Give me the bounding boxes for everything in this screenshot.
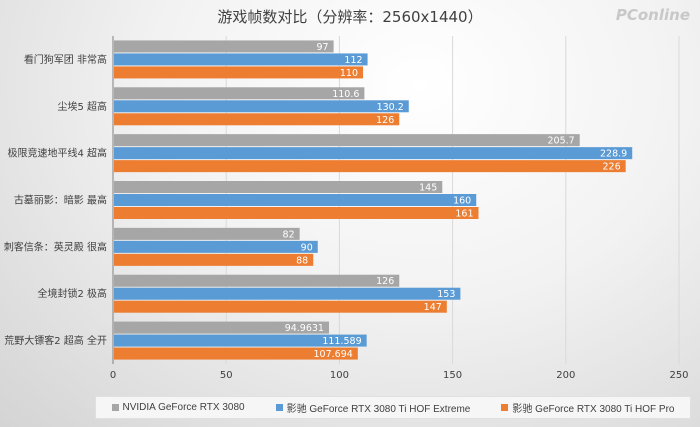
- data-label: 90: [301, 242, 313, 253]
- data-label: 88: [296, 255, 308, 266]
- bar: [114, 181, 443, 193]
- category-label: 荒野大镖客2 超高 全开: [4, 334, 107, 347]
- data-label: 228.9: [600, 149, 627, 160]
- data-label: 161: [455, 209, 473, 220]
- x-tick-label: 250: [669, 370, 688, 381]
- bar: [114, 40, 334, 53]
- data-label: 126: [376, 115, 394, 126]
- data-label: 145: [419, 183, 437, 194]
- category-label: 极限竞速地平线4 超高: [7, 147, 107, 160]
- bar: [114, 207, 479, 219]
- data-label: 107.694: [314, 349, 353, 360]
- data-label: 110.6: [332, 89, 359, 100]
- category-label: 尘埃5 超高: [57, 100, 107, 113]
- data-label: 205.7: [548, 136, 575, 147]
- bar: [114, 147, 633, 160]
- legend: NVIDIA GeForce RTX 3080 影驰 GeForce RTX 30…: [95, 396, 691, 419]
- x-tick-label: 50: [220, 370, 233, 381]
- data-label: 97: [317, 42, 329, 53]
- bar: [114, 287, 461, 300]
- data-label: 82: [283, 229, 295, 240]
- data-label: 111.589: [322, 336, 361, 347]
- bar: [114, 227, 300, 240]
- bar: [114, 160, 626, 173]
- data-label: 147: [424, 302, 442, 313]
- bar: [114, 113, 400, 126]
- data-label: 112: [344, 55, 362, 66]
- legend-label: NVIDIA GeForce RTX 3080: [122, 402, 245, 413]
- bar: [114, 240, 318, 253]
- legend-item: 影驰 GeForce RTX 3080 Ti HOF Pro: [501, 400, 674, 415]
- bar: [114, 274, 400, 287]
- bar: [114, 334, 367, 347]
- x-tick-label: 150: [443, 370, 462, 381]
- data-label: 226: [603, 162, 621, 173]
- data-label: 110: [340, 68, 358, 79]
- bar: [114, 53, 368, 66]
- category-label: 古墓丽影：暗影 最高: [14, 194, 107, 207]
- legend-swatch: [501, 404, 509, 411]
- legend-swatch: [111, 404, 119, 411]
- legend-swatch: [275, 404, 283, 411]
- bar: [114, 300, 447, 313]
- legend-label: 影驰 GeForce RTX 3080 Ti HOF Extreme: [286, 404, 471, 415]
- legend-item: NVIDIA GeForce RTX 3080: [111, 402, 245, 413]
- chart-title: 游戏帧数对比（分辨率：2560x1440）: [217, 8, 483, 26]
- bar: [114, 194, 477, 206]
- category-label: 全境封锁2 极高: [37, 287, 107, 300]
- bar: [114, 321, 329, 334]
- data-label: 153: [437, 289, 455, 300]
- data-label: 94.9631: [285, 323, 324, 334]
- legend-label: 影驰 GeForce RTX 3080 Ti HOF Pro: [512, 404, 675, 415]
- x-tick-label: 0: [110, 370, 116, 381]
- category-label: 刺客信条：英灵殿 很高: [4, 240, 107, 253]
- watermark-logo: PConline: [615, 6, 690, 24]
- bar: [114, 347, 358, 360]
- x-tick-label: 100: [330, 370, 349, 381]
- legend-item: 影驰 GeForce RTX 3080 Ti HOF Extreme: [275, 400, 471, 415]
- bar: [114, 100, 409, 113]
- bar: [114, 134, 580, 147]
- data-label: 126: [376, 276, 394, 287]
- data-label: 160: [453, 196, 471, 207]
- category-label: 看门狗军团 非常高: [24, 53, 107, 66]
- bar: [114, 253, 314, 266]
- bar: [114, 87, 365, 100]
- data-label: 130.2: [377, 102, 404, 113]
- bar: [114, 66, 364, 79]
- x-tick-label: 200: [556, 370, 575, 381]
